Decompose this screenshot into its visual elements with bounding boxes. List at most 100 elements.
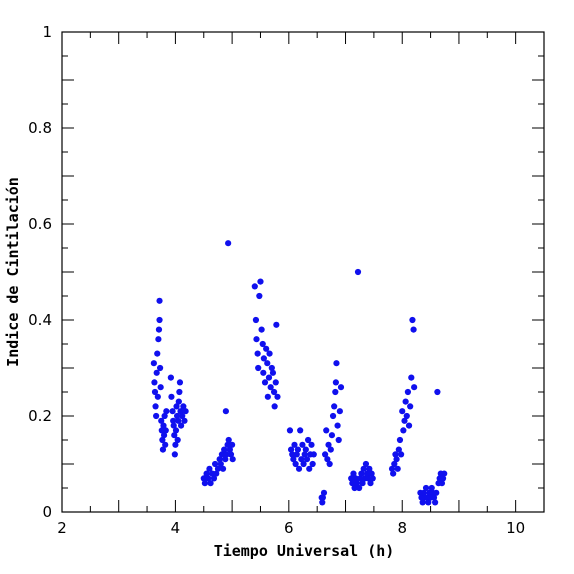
y-tick-label: 0.2 bbox=[28, 407, 52, 425]
data-point bbox=[214, 465, 222, 472]
x-tick-label: 10 bbox=[506, 519, 525, 537]
data-point bbox=[299, 441, 306, 448]
data-point bbox=[407, 403, 414, 410]
data-point bbox=[213, 470, 220, 477]
data-point bbox=[151, 388, 159, 396]
data-point bbox=[264, 360, 271, 367]
data-point bbox=[336, 408, 343, 415]
data-point bbox=[226, 446, 233, 453]
y-tick-label: 1 bbox=[42, 23, 52, 41]
data-point bbox=[302, 446, 309, 453]
data-point bbox=[179, 412, 186, 420]
data-point bbox=[356, 484, 363, 492]
data-point bbox=[257, 278, 264, 285]
data-point bbox=[173, 403, 180, 410]
data-point bbox=[335, 436, 342, 444]
data-point bbox=[332, 379, 339, 386]
data-point bbox=[367, 480, 374, 487]
data-point bbox=[256, 292, 263, 300]
data-point bbox=[441, 470, 448, 477]
data-point bbox=[334, 422, 341, 429]
data-point bbox=[222, 408, 229, 415]
data-point bbox=[366, 465, 373, 472]
data-point bbox=[363, 470, 371, 477]
data-point bbox=[267, 384, 274, 391]
data-point bbox=[160, 422, 167, 429]
plot-border bbox=[61, 31, 545, 513]
data-point bbox=[287, 446, 295, 453]
data-point bbox=[225, 240, 232, 247]
data-point bbox=[305, 436, 312, 444]
data-point bbox=[156, 316, 163, 324]
data-point bbox=[331, 403, 338, 410]
data-point bbox=[154, 393, 161, 400]
data-point bbox=[217, 460, 224, 468]
data-point bbox=[301, 451, 308, 458]
data-point bbox=[405, 422, 413, 429]
data-point bbox=[357, 475, 364, 482]
data-point bbox=[177, 422, 185, 429]
y-tick-label: 0 bbox=[42, 503, 52, 521]
data-point bbox=[365, 475, 372, 482]
data-point bbox=[174, 412, 181, 420]
data-point bbox=[263, 345, 270, 352]
data-point bbox=[177, 408, 184, 415]
data-point bbox=[400, 427, 407, 434]
data-points bbox=[150, 240, 448, 506]
data-point bbox=[218, 451, 226, 458]
data-point bbox=[172, 441, 179, 448]
data-point bbox=[255, 364, 262, 372]
data-point bbox=[298, 456, 305, 463]
data-point bbox=[156, 297, 163, 304]
data-point bbox=[254, 350, 261, 357]
x-tick-label: 6 bbox=[284, 519, 294, 537]
data-point bbox=[434, 388, 441, 396]
data-point bbox=[206, 465, 213, 472]
data-point bbox=[158, 417, 165, 424]
data-point bbox=[167, 374, 174, 381]
data-point bbox=[410, 326, 417, 333]
data-point bbox=[216, 456, 223, 463]
data-point bbox=[157, 364, 164, 372]
data-point bbox=[411, 384, 418, 391]
data-point bbox=[369, 475, 376, 482]
data-point bbox=[419, 499, 426, 506]
data-point bbox=[212, 460, 219, 468]
data-point bbox=[428, 484, 435, 492]
data-point bbox=[171, 432, 178, 439]
data-point bbox=[223, 451, 230, 458]
data-point bbox=[159, 446, 167, 453]
data-point bbox=[151, 379, 158, 386]
data-point bbox=[260, 369, 267, 376]
data-point bbox=[349, 480, 356, 487]
data-point bbox=[388, 465, 396, 472]
data-point bbox=[269, 369, 277, 376]
data-point bbox=[319, 494, 326, 501]
data-point bbox=[201, 480, 208, 487]
data-point bbox=[229, 456, 236, 463]
data-point bbox=[329, 412, 337, 420]
data-point bbox=[438, 480, 446, 487]
data-point bbox=[182, 408, 189, 415]
data-point bbox=[391, 460, 398, 468]
data-point bbox=[396, 436, 404, 444]
data-point bbox=[295, 465, 303, 472]
data-point bbox=[152, 403, 159, 410]
data-point bbox=[174, 436, 181, 444]
data-point bbox=[352, 475, 359, 482]
data-point bbox=[394, 465, 401, 472]
data-point bbox=[404, 388, 412, 396]
data-point bbox=[319, 499, 326, 506]
data-point bbox=[268, 364, 275, 372]
data-point bbox=[430, 494, 438, 501]
data-point bbox=[360, 465, 367, 472]
data-point bbox=[274, 393, 281, 400]
data-point bbox=[153, 369, 160, 376]
data-point bbox=[225, 436, 232, 444]
data-point bbox=[176, 379, 184, 386]
data-point bbox=[409, 316, 416, 324]
data-point bbox=[300, 460, 307, 468]
data-point bbox=[359, 480, 366, 487]
data-point bbox=[337, 384, 345, 391]
data-point bbox=[210, 475, 218, 482]
